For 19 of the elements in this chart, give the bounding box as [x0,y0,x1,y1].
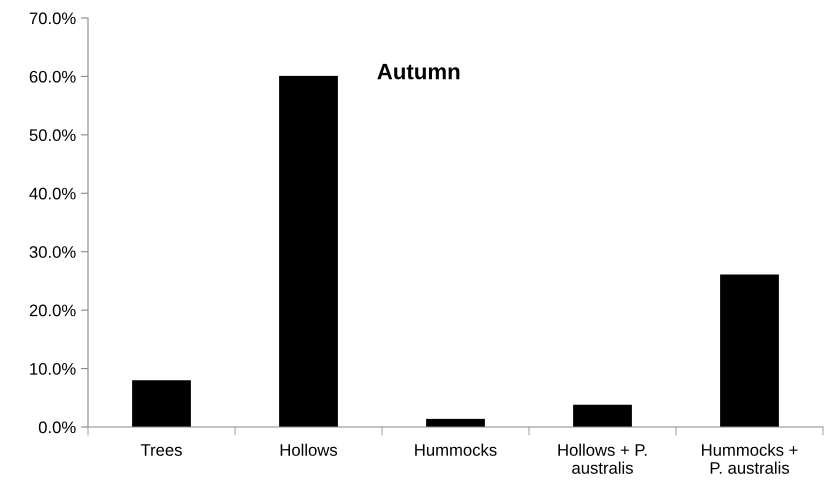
y-tick-label: 70.0% [30,12,76,24]
bar [720,274,779,427]
bar [132,380,191,427]
x-tick-label: Hummocks + P. australis [702,444,798,474]
x-tick-label: Hummocks [415,444,497,456]
text: Autumn [377,64,460,80]
y-tick-label: 60.0% [30,70,76,83]
y-tick-label: 40.0% [29,188,76,200]
x-tick-label: Trees [140,444,182,456]
y-tick-label: 20.0% [30,304,76,316]
y-tick-label: 50.0% [30,129,76,142]
x-tick-label: Hollows + P. australis [558,444,646,474]
bar [573,404,632,427]
y-tick-label: 0.0% [38,421,76,434]
x-tick-label: Hollows [280,444,338,456]
bar [426,418,485,427]
y-tick-label: 10.0% [30,362,76,375]
y-tick-label: 30.0% [30,246,76,258]
bar [279,76,338,427]
